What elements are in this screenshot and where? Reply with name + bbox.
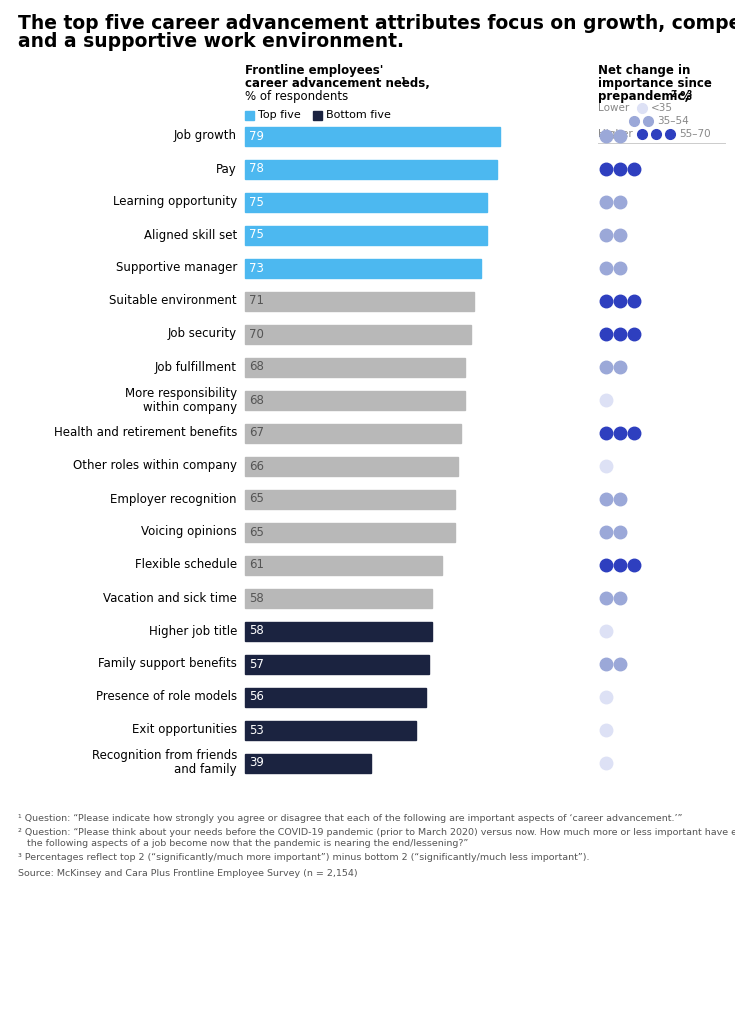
Text: The top five career advancement attributes focus on growth, compensation,: The top five career advancement attribut… bbox=[18, 14, 735, 33]
Text: Top five: Top five bbox=[258, 110, 301, 120]
Text: 1: 1 bbox=[400, 77, 405, 86]
Text: 3: 3 bbox=[687, 90, 692, 99]
Text: 65: 65 bbox=[249, 493, 264, 506]
Bar bbox=[245, 127, 501, 145]
Bar bbox=[245, 754, 371, 772]
Text: More responsibility: More responsibility bbox=[125, 386, 237, 399]
Text: 75: 75 bbox=[249, 228, 264, 242]
Text: 65: 65 bbox=[249, 525, 264, 539]
Text: prepandemic,: prepandemic, bbox=[598, 90, 689, 103]
Text: 66: 66 bbox=[249, 460, 264, 472]
Text: 53: 53 bbox=[249, 724, 264, 736]
Bar bbox=[245, 522, 455, 542]
Text: and family: and family bbox=[174, 764, 237, 776]
Text: 70: 70 bbox=[249, 328, 264, 341]
Bar bbox=[245, 589, 432, 607]
Text: Health and retirement benefits: Health and retirement benefits bbox=[54, 427, 237, 439]
Text: career advancement needs,: career advancement needs, bbox=[245, 77, 430, 90]
Text: Bottom five: Bottom five bbox=[326, 110, 391, 120]
Text: 58: 58 bbox=[249, 592, 264, 604]
Text: Voicing opinions: Voicing opinions bbox=[141, 525, 237, 539]
Text: ¹ Question: “Please indicate how strongly you agree or disagree that each of the: ¹ Question: “Please indicate how strongl… bbox=[18, 814, 683, 823]
Bar bbox=[313, 111, 322, 120]
Text: Employer recognition: Employer recognition bbox=[110, 493, 237, 506]
Bar bbox=[245, 193, 487, 212]
Bar bbox=[245, 622, 432, 640]
Text: 67: 67 bbox=[249, 427, 264, 439]
Text: Frontline employees': Frontline employees' bbox=[245, 63, 384, 77]
Text: <35: <35 bbox=[651, 103, 673, 113]
Text: 55–70: 55–70 bbox=[679, 129, 711, 139]
Text: 71: 71 bbox=[249, 295, 264, 307]
Text: ³ Percentages reflect top 2 (“significantly/much more important”) minus bottom 2: ³ Percentages reflect top 2 (“significan… bbox=[18, 853, 589, 862]
Text: Presence of role models: Presence of role models bbox=[96, 690, 237, 703]
Bar bbox=[245, 654, 429, 674]
Bar bbox=[245, 424, 462, 442]
Text: the following aspects of a job become now that the pandemic is nearing the end/l: the following aspects of a job become no… bbox=[18, 839, 468, 848]
Text: Exit opportunities: Exit opportunities bbox=[132, 724, 237, 736]
Text: 58: 58 bbox=[249, 625, 264, 638]
Text: 78: 78 bbox=[249, 163, 264, 175]
Bar bbox=[245, 357, 465, 377]
Bar bbox=[245, 489, 455, 509]
Text: Job fulfillment: Job fulfillment bbox=[155, 360, 237, 374]
Text: importance since: importance since bbox=[598, 77, 712, 90]
Text: 68: 68 bbox=[249, 393, 264, 407]
Text: 39: 39 bbox=[249, 757, 264, 769]
Bar bbox=[245, 111, 254, 120]
Bar bbox=[245, 292, 474, 310]
Text: Learning opportunity: Learning opportunity bbox=[112, 196, 237, 209]
Text: Lower: Lower bbox=[598, 103, 629, 113]
Text: 79: 79 bbox=[249, 129, 264, 142]
Bar bbox=[245, 687, 426, 707]
Text: Net change in: Net change in bbox=[598, 63, 690, 77]
Bar bbox=[245, 160, 497, 178]
Text: Flexible schedule: Flexible schedule bbox=[135, 558, 237, 571]
Text: 56: 56 bbox=[249, 690, 264, 703]
Text: 2: 2 bbox=[670, 90, 675, 99]
Text: ² Question: “Please think about your needs before the COVID-19 pandemic (prior t: ² Question: “Please think about your nee… bbox=[18, 828, 735, 837]
Text: 73: 73 bbox=[249, 261, 264, 274]
Text: Source: McKinsey and Cara Plus Frontline Employee Survey (n = 2,154): Source: McKinsey and Cara Plus Frontline… bbox=[18, 869, 358, 878]
Text: Job growth: Job growth bbox=[174, 129, 237, 142]
Text: Suitable environment: Suitable environment bbox=[110, 295, 237, 307]
Bar bbox=[245, 555, 442, 574]
Text: %: % bbox=[676, 90, 692, 103]
Bar bbox=[245, 390, 465, 410]
Text: Supportive manager: Supportive manager bbox=[115, 261, 237, 274]
Text: 61: 61 bbox=[249, 558, 264, 571]
Bar bbox=[245, 457, 458, 475]
Text: 57: 57 bbox=[249, 657, 264, 671]
Bar bbox=[245, 258, 481, 278]
Bar bbox=[245, 325, 471, 343]
Text: % of respondents: % of respondents bbox=[245, 90, 348, 103]
Bar bbox=[245, 721, 416, 739]
Text: Higher job title: Higher job title bbox=[148, 625, 237, 638]
Text: Higher: Higher bbox=[598, 129, 633, 139]
Text: Aligned skill set: Aligned skill set bbox=[144, 228, 237, 242]
Text: Other roles within company: Other roles within company bbox=[73, 460, 237, 472]
Text: Family support benefits: Family support benefits bbox=[98, 657, 237, 671]
Text: Job security: Job security bbox=[168, 328, 237, 341]
Text: and a supportive work environment.: and a supportive work environment. bbox=[18, 32, 404, 51]
Text: 68: 68 bbox=[249, 360, 264, 374]
Text: Recognition from friends: Recognition from friends bbox=[92, 750, 237, 763]
Text: Pay: Pay bbox=[216, 163, 237, 175]
Text: Vacation and sick time: Vacation and sick time bbox=[103, 592, 237, 604]
Text: 35–54: 35–54 bbox=[657, 116, 689, 126]
Bar bbox=[245, 225, 487, 245]
Text: 75: 75 bbox=[249, 196, 264, 209]
Text: within company: within company bbox=[143, 400, 237, 414]
